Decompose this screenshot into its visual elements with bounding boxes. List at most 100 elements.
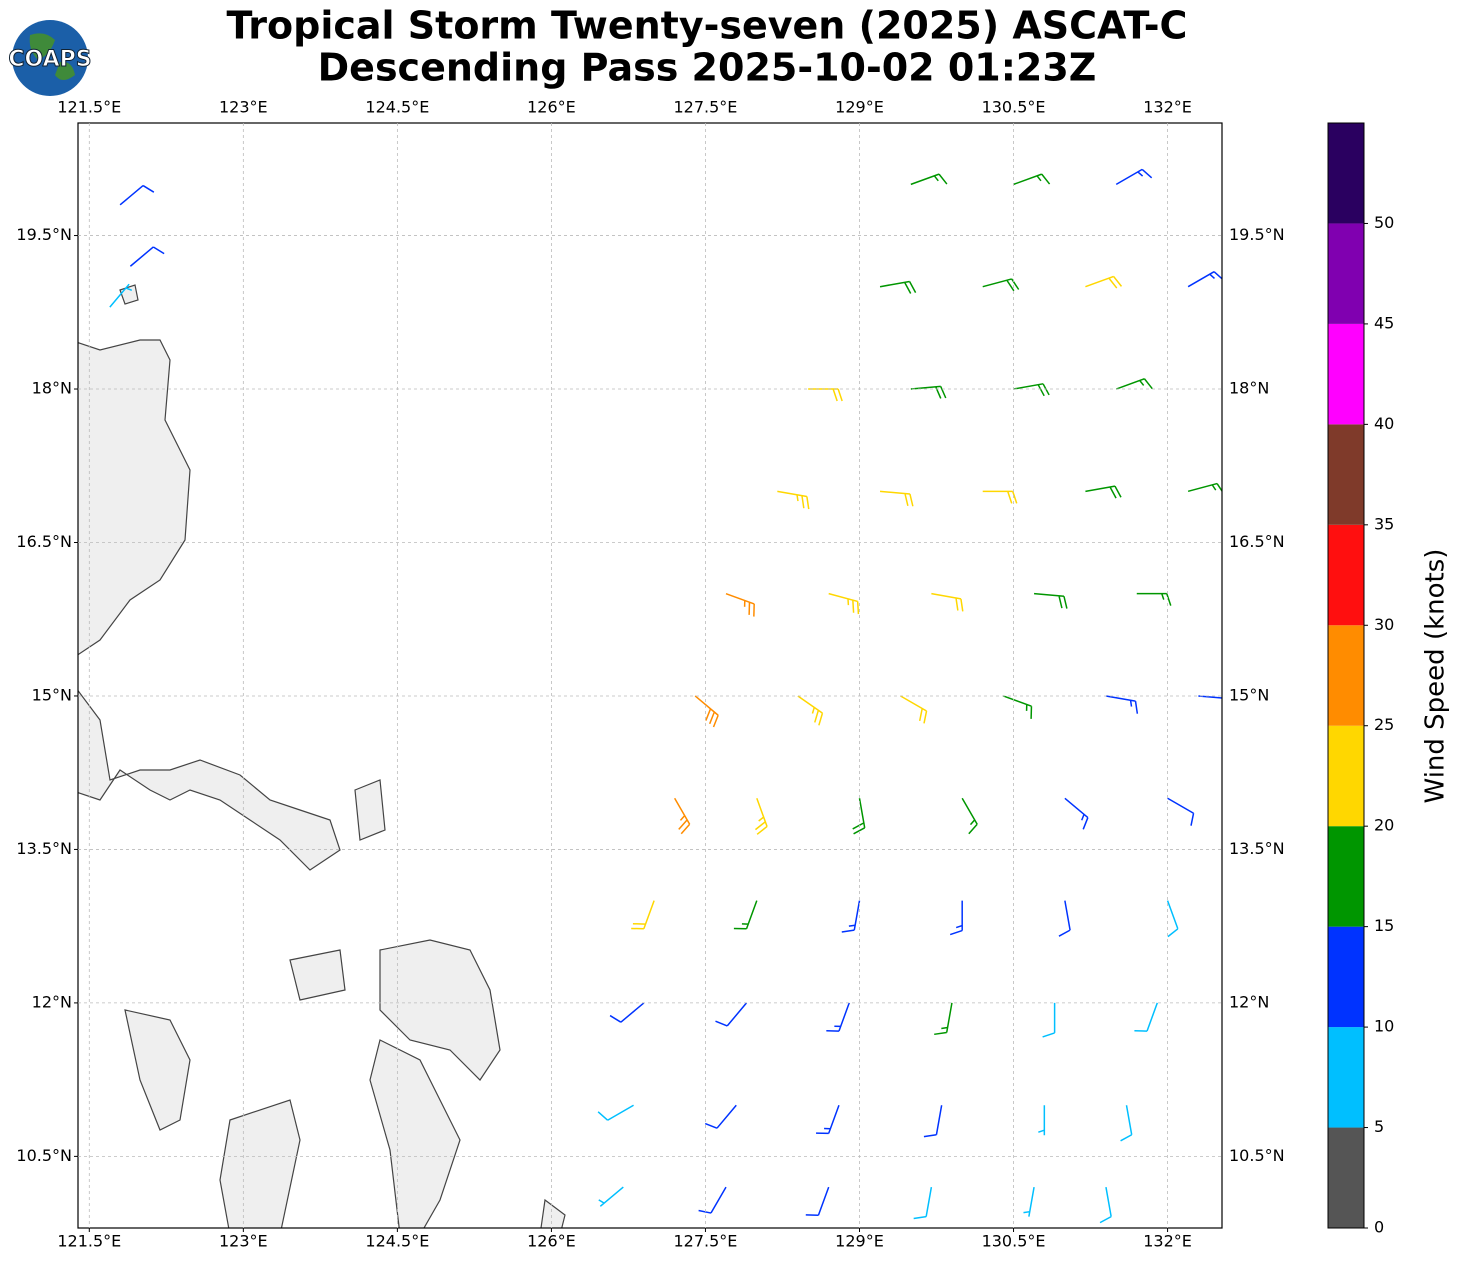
colorbar-tick-label: 5 (1374, 1117, 1384, 1136)
y-tick-label: 12°N (32, 992, 72, 1011)
colorbar-segment (1328, 826, 1364, 927)
wind-barb (1115, 168, 1153, 186)
wind-barb (852, 798, 866, 835)
leyte (369, 1039, 461, 1228)
wind-barb (910, 385, 947, 399)
masbate (289, 949, 346, 1001)
wind-barb (694, 695, 719, 728)
logo-text: COAPS (8, 47, 91, 72)
colorbar-tick-label: 20 (1374, 816, 1394, 835)
wind-barb (598, 1186, 624, 1207)
wind-barb (1134, 1002, 1159, 1032)
x-tick-label: 123°E (219, 98, 268, 117)
wind-barb (1105, 695, 1139, 714)
wind-barb (1064, 797, 1089, 830)
wind-barb (1120, 1105, 1133, 1142)
wind-barb (1085, 275, 1123, 289)
wind-barb (826, 1002, 850, 1032)
luzon-south (78, 689, 341, 871)
wind-barb (1058, 900, 1071, 937)
catanduanes (354, 779, 386, 841)
colorbar-segment (1328, 625, 1364, 726)
wind-barb (1085, 485, 1122, 499)
colorbar-segment (1328, 1127, 1364, 1228)
y-tick-label: 13.5°N (16, 839, 72, 858)
wind-barb (1013, 173, 1051, 186)
wind-barb (808, 388, 843, 402)
y-tick-label: 15°N (1229, 685, 1269, 704)
wind-barb (982, 278, 1020, 292)
wind-barb (119, 184, 155, 206)
wind-barb (828, 592, 860, 615)
wind-barb (961, 797, 978, 835)
y-tick-label: 16.5°N (16, 532, 72, 551)
wind-barb (129, 246, 165, 267)
y-tick-label: 12°N (1229, 992, 1269, 1011)
y-tick-label: 18°N (1229, 379, 1269, 398)
wind-barb (777, 490, 810, 510)
colorbar-tick-label: 10 (1374, 1017, 1394, 1036)
colorbar-segment (1328, 223, 1364, 324)
wind-barb (816, 1104, 840, 1135)
wind-barb (698, 1186, 727, 1214)
colorbar-tick-label: 45 (1374, 313, 1394, 332)
wind-barb (1167, 797, 1195, 826)
colorbar-tick-label: 50 (1374, 213, 1394, 232)
land (78, 284, 566, 1228)
colorbar-segment (1328, 926, 1364, 1028)
y-tick-label: 10.5°N (1229, 1146, 1285, 1165)
barbs (109, 168, 1222, 1224)
x-tick-label: 132°E (1143, 1232, 1192, 1251)
wind-barb (1198, 695, 1222, 699)
x-tick-label: 123°E (219, 1232, 268, 1251)
panay (219, 1099, 301, 1228)
x-tick-label: 129°E (835, 1232, 884, 1251)
wind-barb (879, 280, 917, 294)
y-tick-label: 15°N (32, 685, 72, 704)
y-tick-label: 19.5°N (1229, 225, 1285, 244)
map-frame (77, 122, 1223, 1229)
wind-barb (631, 900, 655, 930)
wind-barb (1013, 383, 1050, 397)
wind-barb (805, 1186, 830, 1217)
y-tick-label: 16.5°N (1229, 532, 1285, 551)
colorbar-segment (1328, 1027, 1364, 1128)
x-tick-label: 121.5°E (57, 98, 121, 117)
x-tick-label: 126°E (527, 98, 576, 117)
wind-barb (910, 173, 948, 186)
colorbar-tick-label: 30 (1374, 615, 1394, 634)
y-tick-label: 10.5°N (16, 1146, 72, 1165)
y-tick-label: 19.5°N (16, 225, 72, 244)
logo: COAPS (8, 20, 92, 96)
mindoro (124, 1009, 191, 1131)
colorbar-segment (1328, 323, 1364, 425)
colorbar-tick-label: 40 (1374, 414, 1394, 433)
wind-barb (982, 490, 1018, 504)
wind-barb (1115, 378, 1153, 390)
wind-barb (949, 900, 963, 936)
colorbar-segment (1328, 424, 1364, 525)
wind-barb (109, 283, 133, 308)
x-tick-label: 127.5°E (673, 1232, 737, 1251)
wind-barb (1187, 482, 1222, 493)
wind-barb (725, 592, 755, 617)
colorbar-label: Wind Speed (knots) (1421, 549, 1451, 804)
luzon-north (78, 339, 191, 656)
wind-barb (1166, 900, 1179, 938)
colorbar-segment (1328, 725, 1364, 827)
mindanao (540, 1198, 566, 1228)
y-tick-label: 18°N (32, 379, 72, 398)
wind-barb (1034, 592, 1068, 609)
wind-barb (754, 798, 768, 835)
wind-barb (879, 490, 914, 507)
colorbar-segment (1328, 123, 1364, 224)
wind-barb (733, 900, 758, 930)
chart-title: Tropical Storm Twenty-seven (2025) ASCAT… (227, 4, 1188, 48)
wind-barb (1023, 1186, 1035, 1217)
wind-barb (1187, 271, 1222, 288)
x-tick-label: 124.5°E (365, 1232, 429, 1251)
wind-barb (934, 1002, 953, 1036)
x-tick-label: 124.5°E (365, 98, 429, 117)
